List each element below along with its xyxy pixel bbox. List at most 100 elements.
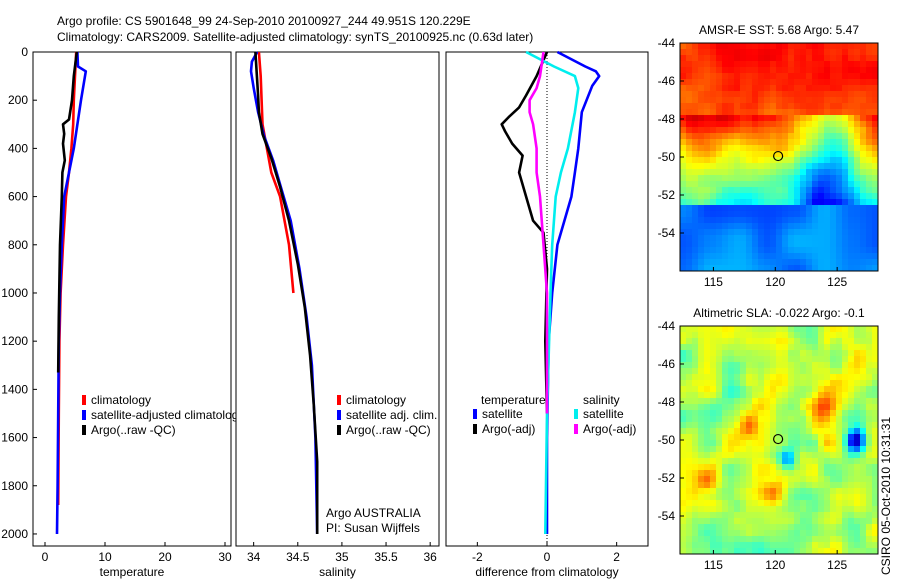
- map-cell: [806, 344, 813, 351]
- map-cell: [818, 374, 825, 381]
- map-cell: [716, 253, 723, 260]
- map-cell: [722, 344, 729, 351]
- map-cell: [734, 350, 741, 357]
- map-cell: [680, 175, 687, 182]
- map-cell: [782, 548, 789, 554]
- map-cell: [722, 488, 729, 495]
- map-cell: [680, 380, 687, 387]
- map-cell: [740, 199, 747, 206]
- map-cell: [824, 79, 831, 86]
- map-cell: [806, 464, 813, 471]
- map-cell: [686, 175, 693, 182]
- map-cell: [752, 476, 759, 483]
- map-cell: [800, 265, 807, 271]
- map-cell: [704, 458, 711, 465]
- map-cell: [722, 67, 729, 74]
- map-cell: [836, 416, 843, 423]
- map-cell: [836, 121, 843, 128]
- map-cell: [806, 55, 813, 62]
- map-cell: [728, 67, 735, 74]
- map-cell: [680, 127, 687, 134]
- map-cell: [806, 103, 813, 110]
- map-cell: [728, 368, 735, 375]
- map-cell: [788, 217, 795, 224]
- map-cell: [824, 368, 831, 375]
- map-cell: [710, 392, 717, 399]
- map-cell: [782, 199, 789, 206]
- map-cell: [806, 229, 813, 236]
- map-cell: [746, 265, 753, 271]
- map-cell: [788, 169, 795, 176]
- x-tick-label: 10: [98, 550, 112, 564]
- x-tick-label: 2: [613, 550, 620, 564]
- map-cell: [710, 151, 717, 158]
- map-cell: [848, 103, 855, 110]
- map-cell: [872, 380, 878, 387]
- map-cell: [872, 542, 878, 549]
- map-cell: [794, 344, 801, 351]
- map-cell: [842, 163, 849, 170]
- map-cell: [794, 103, 801, 110]
- map-cell: [794, 253, 801, 260]
- map-cell: [860, 187, 867, 194]
- map-cell: [770, 542, 777, 549]
- map-cell: [872, 145, 878, 152]
- map-cell: [836, 398, 843, 405]
- map-cell: [728, 79, 735, 86]
- map-cell: [704, 488, 711, 495]
- map-cell: [800, 488, 807, 495]
- map-cell: [716, 79, 723, 86]
- map-cell: [824, 440, 831, 447]
- map-cell: [824, 235, 831, 242]
- map-cell: [782, 452, 789, 459]
- map-cell: [704, 169, 711, 176]
- map-cell: [698, 259, 705, 266]
- map-cell: [746, 181, 753, 188]
- map-cell: [842, 85, 849, 92]
- map-cell: [680, 253, 687, 260]
- map-cell: [806, 500, 813, 507]
- map-cell: [776, 199, 783, 206]
- map-cell: [854, 368, 861, 375]
- map-cell: [794, 404, 801, 411]
- map-cell: [740, 368, 747, 375]
- map-cell: [866, 542, 873, 549]
- map-x-tick-label: 115: [704, 558, 723, 572]
- map-cell: [746, 500, 753, 507]
- map-cell: [854, 103, 861, 110]
- map-cell: [692, 476, 699, 483]
- map-cell: [680, 494, 687, 501]
- map-cell: [746, 530, 753, 537]
- map-cell: [746, 259, 753, 266]
- map-cell: [824, 332, 831, 339]
- map-cell: [734, 386, 741, 393]
- map-cell: [818, 55, 825, 62]
- map-cell: [692, 428, 699, 435]
- map-cell: [758, 85, 765, 92]
- map-cell: [710, 205, 717, 212]
- depth-tick-label: 800: [8, 238, 28, 252]
- map-cell: [842, 247, 849, 254]
- map-cell: [716, 169, 723, 176]
- map-cell: [728, 193, 735, 200]
- map-cell: [764, 187, 771, 194]
- map-cell: [842, 398, 849, 405]
- map-cell: [686, 356, 693, 363]
- map-cell: [716, 103, 723, 110]
- map-cell: [764, 356, 771, 363]
- map-cell: [746, 434, 753, 441]
- map-cell: [836, 446, 843, 453]
- map-cell: [848, 452, 855, 459]
- map-cell: [734, 61, 741, 68]
- map-cell: [728, 530, 735, 537]
- map-cell: [794, 374, 801, 381]
- map-cell: [704, 428, 711, 435]
- map-cell: [830, 109, 837, 116]
- map-cell: [842, 139, 849, 146]
- map-cell: [788, 211, 795, 218]
- map-cell: [740, 530, 747, 537]
- map-cell: [734, 518, 741, 525]
- map-cell: [716, 524, 723, 531]
- map-cell: [872, 163, 878, 170]
- map-cell: [704, 229, 711, 236]
